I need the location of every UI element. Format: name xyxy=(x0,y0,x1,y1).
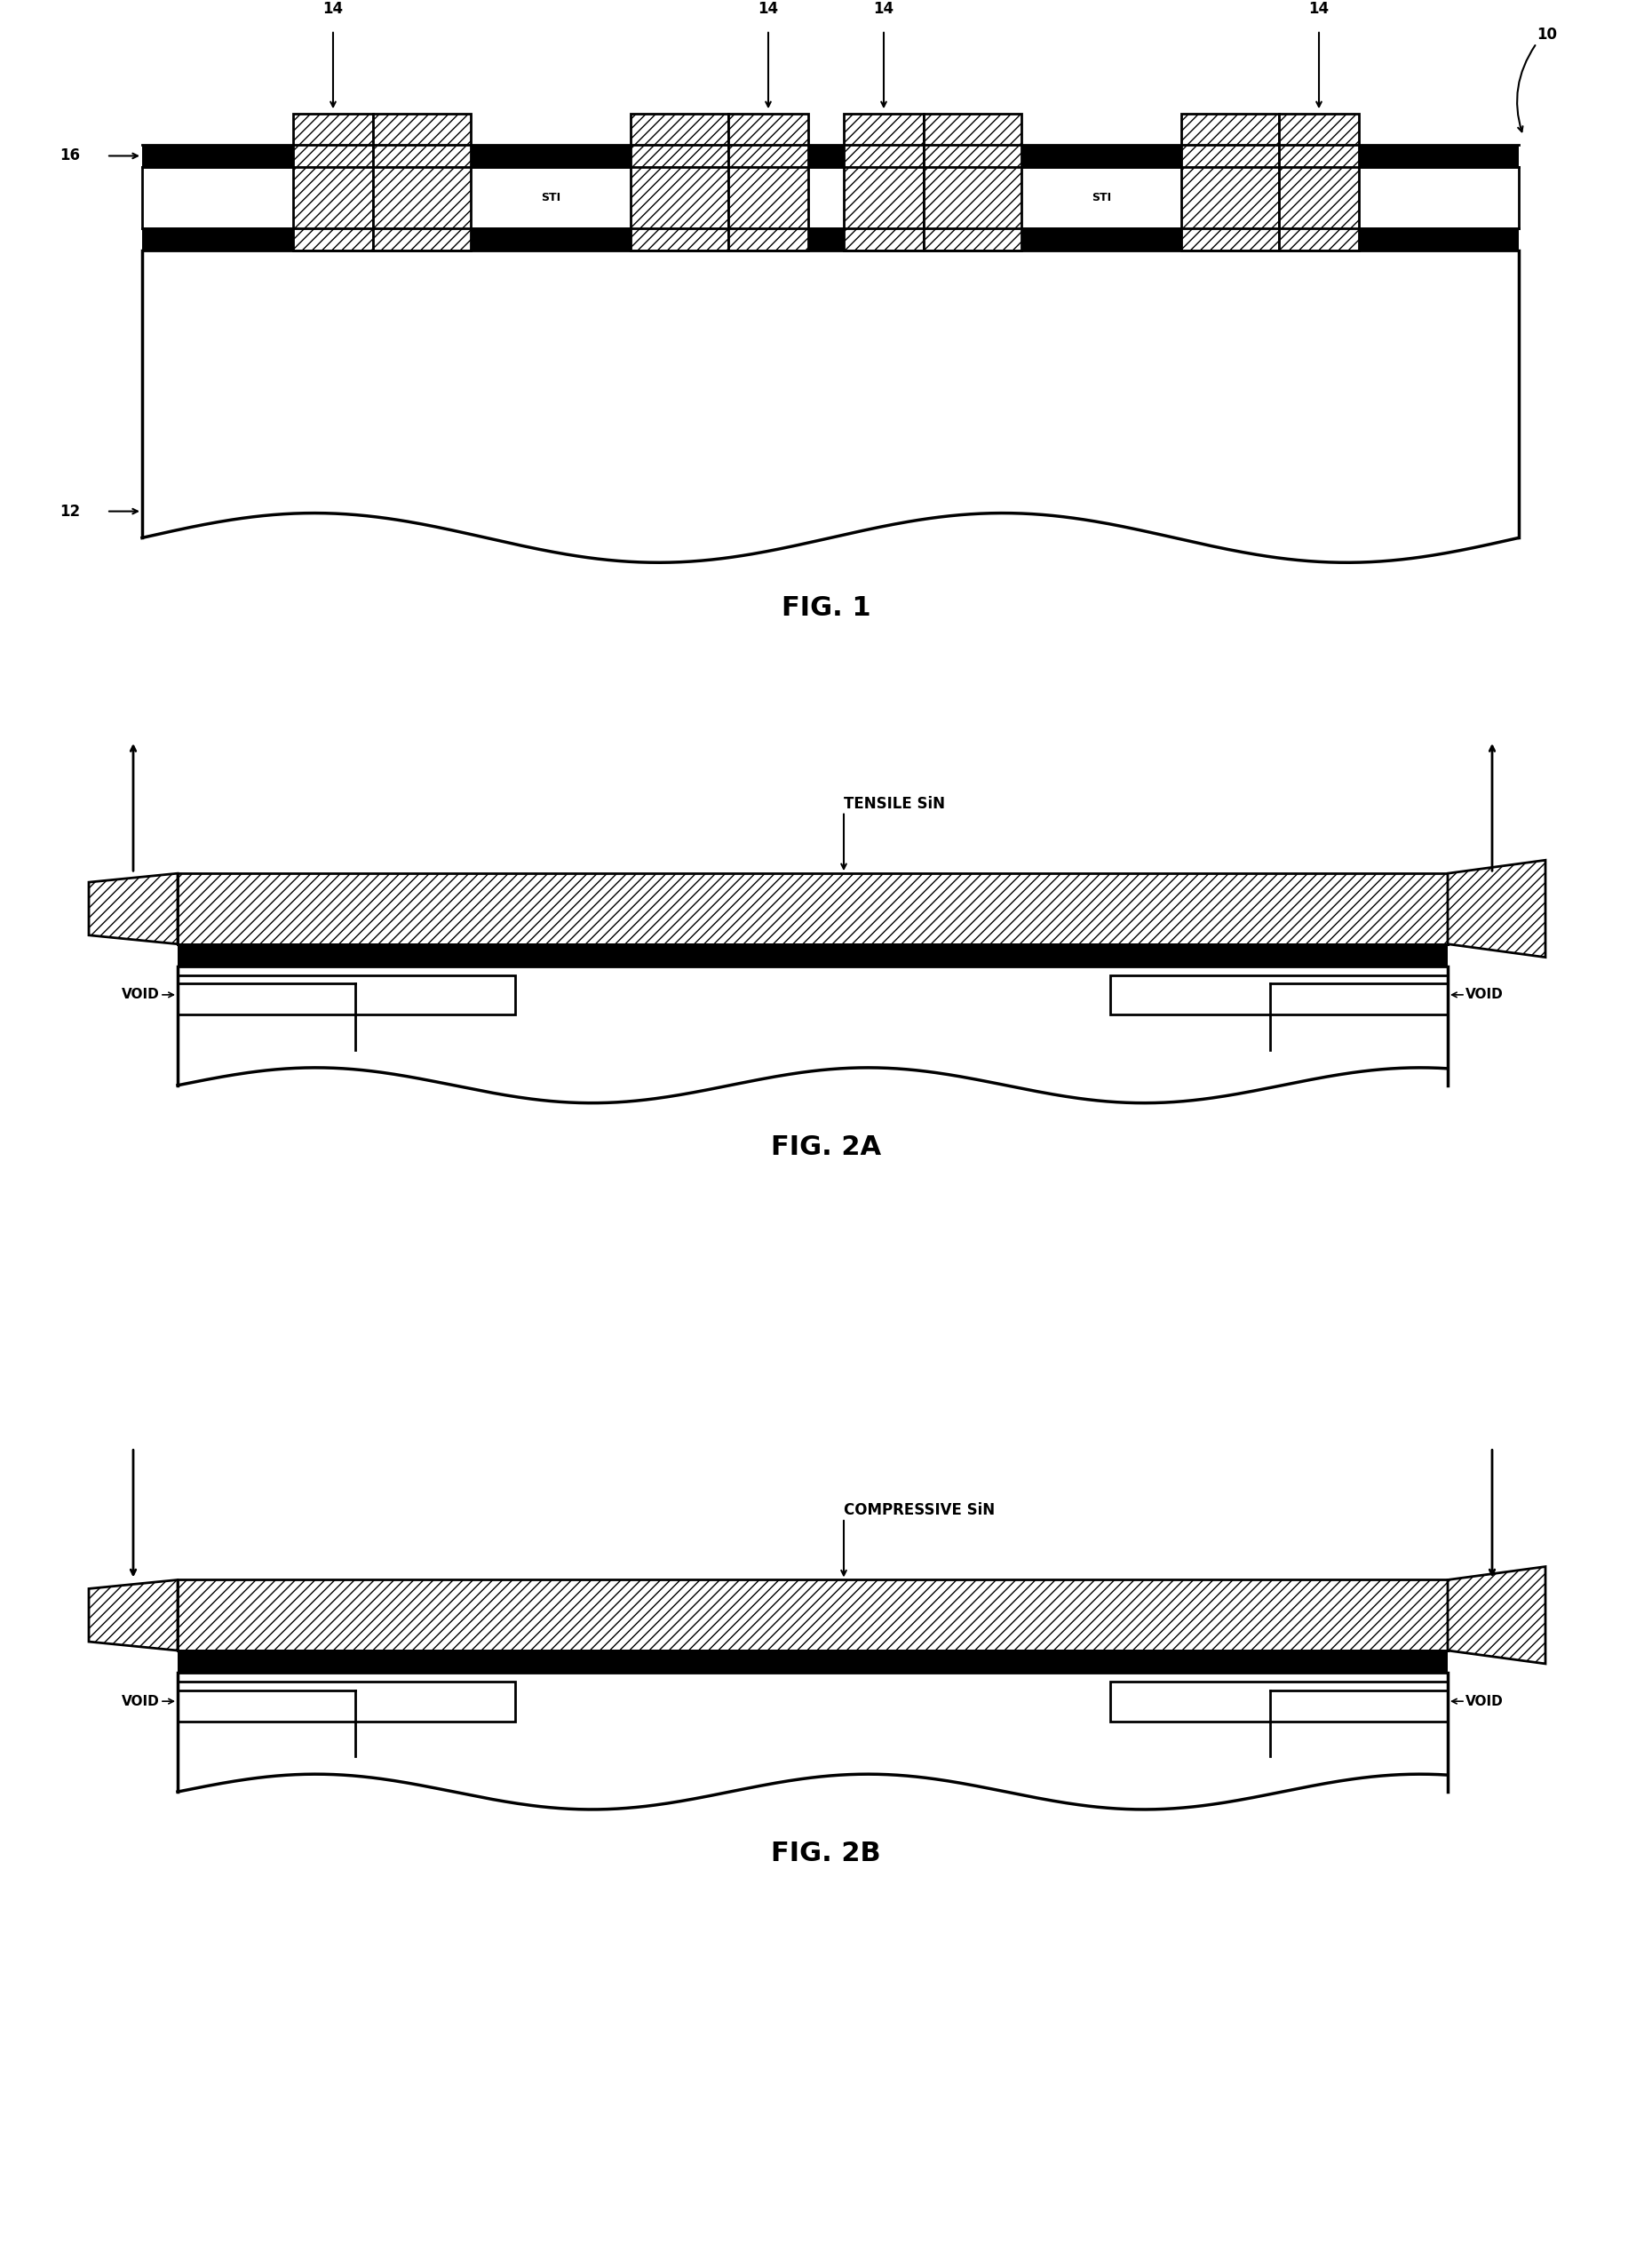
Text: 14: 14 xyxy=(322,0,344,16)
Polygon shape xyxy=(89,873,178,943)
Text: 16: 16 xyxy=(59,149,79,164)
Bar xyxy=(178,1650,1447,1672)
Polygon shape xyxy=(1447,860,1545,957)
Text: STI: STI xyxy=(1092,191,1112,203)
Text: 14: 14 xyxy=(1308,0,1330,16)
Bar xyxy=(1279,115,1360,250)
Text: FIG. 1: FIG. 1 xyxy=(781,597,871,621)
Bar xyxy=(178,873,1447,943)
Bar xyxy=(178,1681,515,1722)
Bar xyxy=(373,115,471,250)
Bar xyxy=(631,115,729,250)
Bar xyxy=(729,115,808,250)
Text: TENSILE SiN: TENSILE SiN xyxy=(844,795,945,813)
Bar xyxy=(844,115,923,250)
Bar xyxy=(142,167,1518,230)
Text: 12: 12 xyxy=(59,504,79,520)
Text: STI: STI xyxy=(540,191,560,203)
Bar xyxy=(1110,975,1447,1015)
Bar xyxy=(1110,1681,1447,1722)
Bar xyxy=(178,1580,1447,1650)
Text: 14: 14 xyxy=(758,0,778,16)
Polygon shape xyxy=(1447,1567,1545,1663)
Text: FIG. 2B: FIG. 2B xyxy=(771,1841,881,1866)
Polygon shape xyxy=(89,1580,178,1650)
Bar xyxy=(178,943,1447,966)
Bar xyxy=(292,115,373,250)
Bar xyxy=(923,115,1021,250)
Text: VOID: VOID xyxy=(122,988,160,1002)
Text: 14: 14 xyxy=(874,0,894,16)
Bar xyxy=(142,144,1518,167)
Text: VOID: VOID xyxy=(1465,988,1503,1002)
Text: VOID: VOID xyxy=(1465,1695,1503,1709)
Text: 10: 10 xyxy=(1536,27,1556,43)
Text: FIG. 2A: FIG. 2A xyxy=(771,1135,881,1159)
Text: COMPRESSIVE SiN: COMPRESSIVE SiN xyxy=(844,1501,995,1517)
Bar xyxy=(142,230,1518,250)
Text: VOID: VOID xyxy=(122,1695,160,1709)
Bar xyxy=(178,975,515,1015)
Bar xyxy=(1181,115,1279,250)
